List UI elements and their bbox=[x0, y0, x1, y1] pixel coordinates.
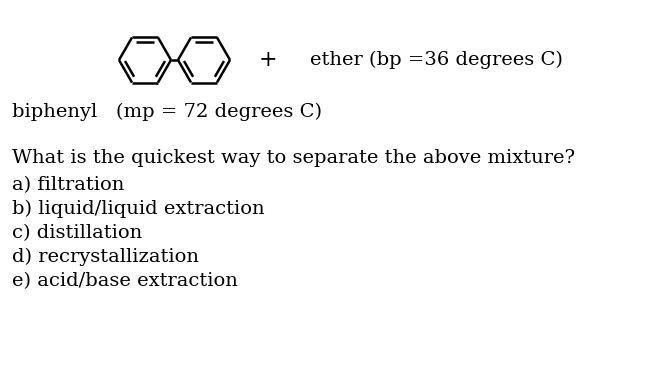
Text: c) distillation: c) distillation bbox=[12, 224, 142, 242]
Text: e) acid/base extraction: e) acid/base extraction bbox=[12, 272, 238, 290]
Text: +: + bbox=[259, 49, 278, 71]
Text: biphenyl   (mp = 72 degrees C): biphenyl (mp = 72 degrees C) bbox=[12, 103, 322, 121]
Text: ether (bp =36 degrees C): ether (bp =36 degrees C) bbox=[310, 51, 563, 69]
Text: b) liquid/liquid extraction: b) liquid/liquid extraction bbox=[12, 200, 265, 218]
Text: What is the quickest way to separate the above mixture?: What is the quickest way to separate the… bbox=[12, 149, 575, 167]
Text: d) recrystallization: d) recrystallization bbox=[12, 248, 199, 266]
Text: a) filtration: a) filtration bbox=[12, 176, 124, 194]
